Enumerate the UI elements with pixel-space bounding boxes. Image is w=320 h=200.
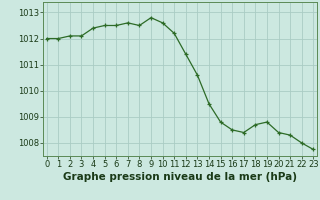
X-axis label: Graphe pression niveau de la mer (hPa): Graphe pression niveau de la mer (hPa)	[63, 172, 297, 182]
